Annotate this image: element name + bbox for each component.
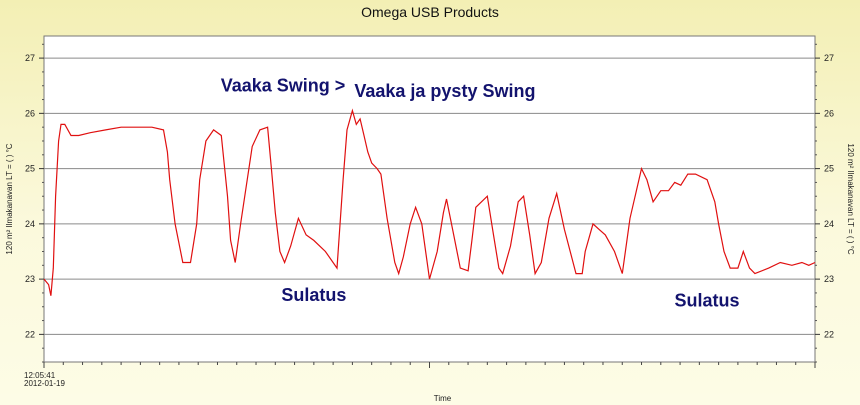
y-tick-label-right: 24: [824, 219, 834, 229]
y-tick-label-right: 23: [824, 274, 834, 284]
y-axis-label-right: 120 m² Ilmakanavan LT = ( ) °C: [846, 143, 855, 254]
y-tick-label-left: 23: [25, 274, 35, 284]
y-tick-label-left: 22: [25, 329, 35, 339]
annotation-label: Vaaka Swing >: [221, 75, 346, 95]
y-tick-label-left: 26: [25, 108, 35, 118]
annotation-label: Sulatus: [675, 291, 740, 311]
y-tick-label-left: 24: [25, 219, 35, 229]
x-start-time-label: 12:05:41: [24, 371, 56, 380]
y-tick-label-left: 25: [25, 164, 35, 174]
series-line: [43, 108, 816, 296]
y-tick-label-right: 26: [824, 108, 834, 118]
y-tick-label-left: 27: [25, 53, 35, 63]
x-axis-label: Time: [434, 394, 452, 403]
annotation-label: Vaaka ja pysty Swing: [354, 81, 535, 101]
annotation-label: Sulatus: [281, 285, 346, 305]
y-tick-label-right: 22: [824, 329, 834, 339]
y-axis-label-left: 120 m² Ilmakanavan LT = ( ) °C: [5, 143, 14, 254]
chart-title: Omega USB Products: [361, 4, 499, 20]
y-tick-label-right: 27: [824, 53, 834, 63]
y-tick-label-right: 25: [824, 164, 834, 174]
x-start-date-label: 2012-01-19: [24, 379, 65, 388]
